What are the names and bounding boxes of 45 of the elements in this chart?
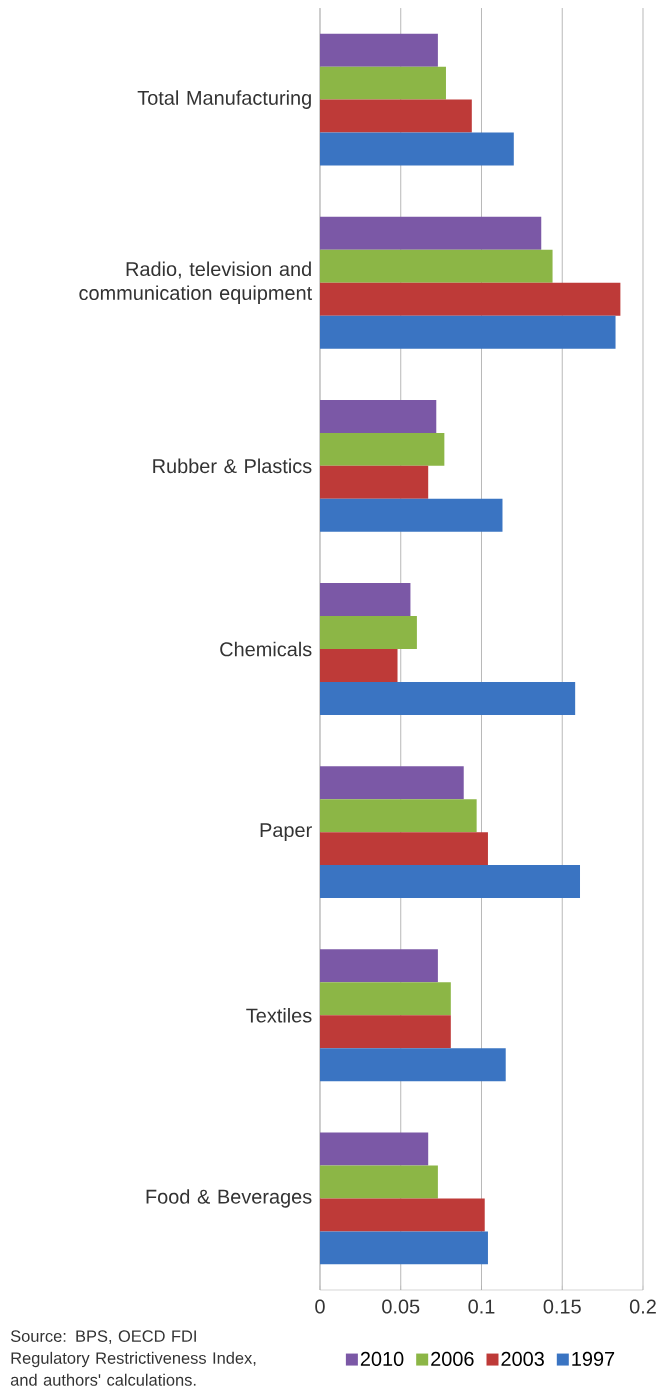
bar [320, 982, 451, 1016]
bar [320, 33, 438, 67]
bar [320, 583, 411, 617]
bar [320, 1231, 488, 1265]
legend-label: 2010 [360, 1351, 404, 1366]
y-tick-label: Total Manufacturing [137, 90, 311, 109]
bar [320, 616, 417, 650]
bar [320, 832, 488, 866]
x-tick-label: 0.2 [629, 1299, 656, 1314]
bar [320, 399, 437, 433]
bar [320, 465, 429, 499]
y-tick-label: Rubber & Plastics [153, 458, 312, 474]
bar [320, 1015, 451, 1049]
bar [320, 1198, 485, 1232]
bar [320, 132, 514, 166]
source-note: Source: BPS, OECD FDI Regulatory Restrictiveness Index, and authors' calculations. [10, 1330, 256, 1386]
y-tick-label: Paper [260, 823, 312, 842]
bar [320, 498, 503, 532]
x-tick-label: 0 [315, 1299, 325, 1314]
bar [320, 99, 472, 133]
bar [320, 799, 477, 833]
y-tick-label: Textiles [246, 1007, 312, 1023]
bar [320, 649, 398, 682]
bar [320, 249, 553, 283]
x-tick-label: 0.1 [468, 1299, 495, 1314]
y-tick-label: Food & Beverages [146, 1189, 312, 1208]
bar [320, 681, 576, 715]
bar [320, 216, 542, 250]
y-tick-label: Chemicals [220, 641, 312, 657]
x-tick-label: 0.05 [382, 1299, 420, 1314]
legend-label: 2006 [431, 1351, 474, 1366]
bar [320, 865, 581, 899]
y-tick-label: Radio, television and communication equipment [79, 261, 313, 304]
bar [320, 1048, 506, 1082]
x-tick-label: 0.15 [543, 1299, 581, 1314]
bar [320, 432, 445, 466]
bar [320, 315, 616, 349]
legend-label: 2003 [501, 1351, 544, 1366]
bar [320, 282, 621, 316]
bar [320, 1132, 429, 1166]
bar [320, 1165, 438, 1199]
bar [320, 766, 464, 800]
legend-label: 1997 [572, 1351, 615, 1366]
bar [320, 949, 438, 983]
bar [320, 66, 446, 100]
